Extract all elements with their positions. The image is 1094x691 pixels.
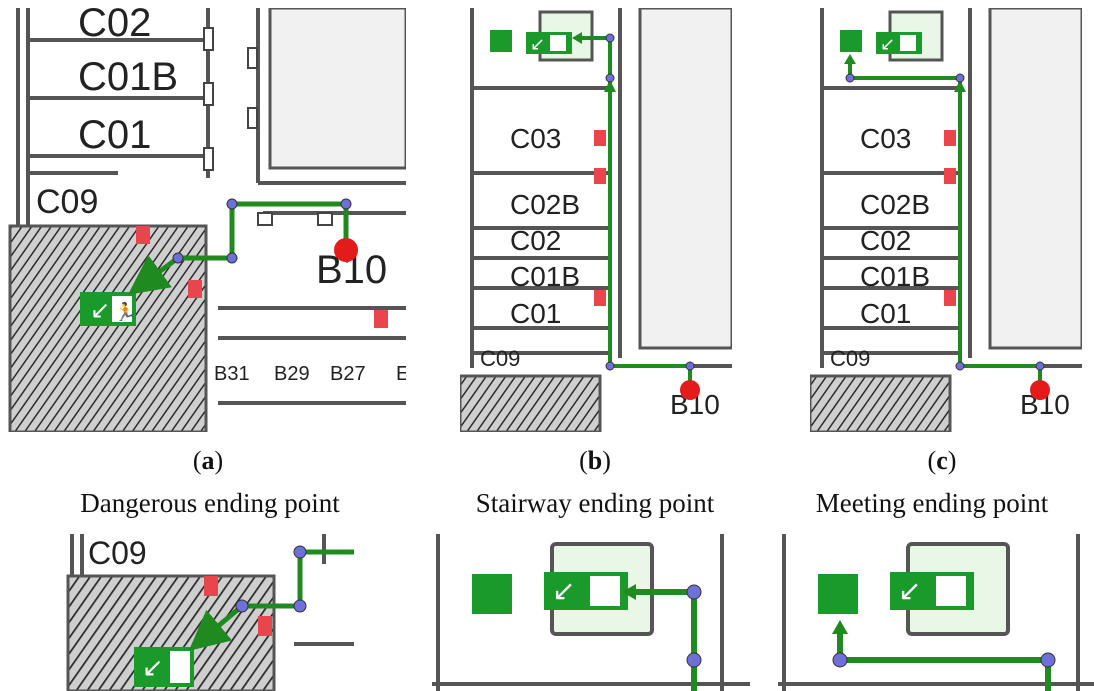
crop-meeting-map: ↙ <box>778 534 1094 691</box>
room-c03: C03 <box>860 123 911 154</box>
room-b27: B27 <box>330 363 366 385</box>
room-c02: C02 <box>78 8 151 45</box>
svg-text:↙: ↙ <box>142 653 164 683</box>
svg-text:↙: ↙ <box>530 34 545 55</box>
meeting-point-icon <box>472 574 512 614</box>
room-c02: C02 <box>510 225 561 256</box>
start-point <box>1030 380 1050 400</box>
room-c01b: C01B <box>78 55 178 99</box>
crop-stairway-map: ↙ <box>432 534 750 691</box>
meeting-point-icon <box>490 30 512 52</box>
start-point <box>334 238 358 262</box>
subtitle-b: Stairway ending point <box>475 488 715 518</box>
room-c09: C09 <box>36 183 98 221</box>
start-point <box>680 380 700 400</box>
svg-text:🏃: 🏃 <box>114 301 136 323</box>
room-c01: C01 <box>510 298 561 329</box>
room-c03: C03 <box>510 123 561 154</box>
room-c01b: C01B <box>510 261 580 292</box>
subtitle-a: Dangerous ending point <box>80 488 340 518</box>
crop-room-c09: C09 <box>88 535 147 571</box>
panel-b-map: ↙ C03 C02B C02 C01B C01 C09 B10 <box>460 8 732 432</box>
room-c02: C02 <box>860 225 911 256</box>
meeting-point-icon <box>840 30 862 52</box>
fire-extinguisher-icon <box>188 280 202 298</box>
room-c02b: C02B <box>860 189 930 220</box>
room-c01b: C01B <box>860 261 930 292</box>
caption-b: (b) <box>579 446 611 475</box>
meeting-point-icon <box>818 574 858 614</box>
room-c09: C09 <box>830 346 870 371</box>
panel-a-map: ↙ 🏃 C02 C01B C01 C09 B10 B31 B29 B27 E <box>8 8 406 432</box>
svg-text:↙: ↙ <box>552 574 575 607</box>
room-b31: B31 <box>214 363 250 385</box>
room-b29: B29 <box>274 363 310 385</box>
room-c02b: C02B <box>510 189 580 220</box>
svg-text:↙: ↙ <box>898 574 921 607</box>
subtitle-c: Meeting ending point <box>815 488 1049 518</box>
svg-text:↙: ↙ <box>90 296 110 324</box>
caption-c: (c) <box>927 446 957 475</box>
svg-text:↙: ↙ <box>880 34 895 55</box>
room-bx: E <box>396 363 406 385</box>
room-c01: C01 <box>78 113 151 157</box>
room-c09: C09 <box>480 346 520 371</box>
caption-a: (a) <box>192 446 224 475</box>
panel-c-map: ↙ C03 C02B C02 C01B C01 C09 B10 <box>810 8 1082 432</box>
fire-extinguisher-icon <box>258 616 272 636</box>
crop-dangerous-map: C09 ↙ <box>64 534 354 691</box>
room-c01: C01 <box>860 298 911 329</box>
